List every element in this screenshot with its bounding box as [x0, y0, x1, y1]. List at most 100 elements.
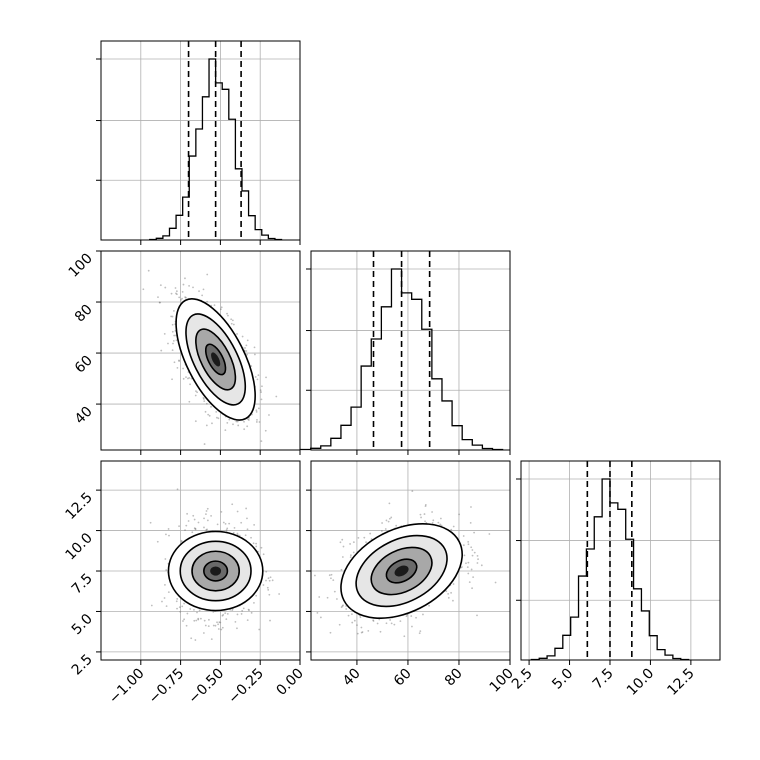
scatter-point [193, 609, 195, 611]
scatter-point [411, 490, 414, 492]
scatter-point [341, 605, 344, 608]
scatter-point [247, 608, 250, 611]
scatter-point [236, 532, 239, 535]
x-tick-label-0-0: −1.00 [106, 666, 148, 708]
scatter-point [165, 533, 167, 536]
scatter-point [264, 429, 267, 432]
scatter-point [268, 414, 270, 416]
scatter-point [236, 510, 239, 513]
histogram-step-0 [149, 58, 283, 241]
scatter-point [428, 604, 430, 607]
scatter-point [217, 628, 220, 630]
scatter-point [488, 533, 491, 535]
scatter-point [147, 269, 150, 272]
scatter-point [372, 619, 375, 622]
scatter-point [225, 618, 228, 621]
scatter-point [182, 620, 184, 622]
scatter-point [175, 292, 177, 295]
scatter-point [245, 350, 248, 352]
scatter-point [243, 428, 246, 431]
scatter-point [318, 596, 321, 598]
scatter-point [226, 612, 229, 615]
scatter-point [176, 488, 179, 491]
scatter-point [463, 554, 466, 557]
scatter-point [431, 511, 433, 513]
scatter-point [330, 577, 332, 580]
scatter-point [341, 538, 344, 541]
density-peak [211, 352, 221, 367]
scatter-point [452, 583, 455, 585]
scatter-point [171, 349, 174, 352]
scatter-point [257, 407, 260, 410]
scatter-point [262, 584, 265, 586]
scatter-point [248, 609, 250, 612]
scatter-point [395, 524, 398, 527]
scatter-point [206, 528, 208, 531]
scatter-point [215, 411, 218, 413]
scatter-point [253, 523, 256, 526]
scatter-point [202, 632, 205, 634]
scatter-point [424, 505, 427, 508]
scatter-point [197, 618, 200, 621]
scatter-point [171, 330, 174, 333]
scatter-point [340, 606, 343, 609]
scatter-point [158, 301, 161, 304]
scatter-point [217, 417, 220, 420]
scatter-point [241, 335, 244, 338]
scatter-point [176, 293, 178, 296]
scatter-point [420, 516, 422, 519]
scatter-point [262, 553, 265, 556]
density-peak [210, 566, 222, 576]
scatter-point [188, 284, 190, 287]
hist-0-frame [100, 40, 301, 241]
scatter-point [246, 517, 248, 520]
scatter-point [220, 510, 223, 513]
scatter-point [339, 541, 342, 544]
scatter-point [352, 541, 355, 544]
scatter-point [213, 304, 216, 307]
scatter-point [255, 542, 258, 545]
scatter-point [165, 605, 168, 608]
scatter-point [175, 339, 178, 342]
scatter-point [350, 554, 352, 557]
scatter-point [265, 376, 267, 379]
scatter-point [191, 531, 194, 534]
scatter-point [236, 333, 238, 335]
scatter-point [465, 562, 467, 565]
contour-line-2 [370, 546, 433, 596]
scatter-point [351, 621, 354, 624]
scatter-point [260, 546, 263, 549]
scatter-point [203, 517, 205, 520]
scatter-point [188, 400, 191, 403]
histogram-step-1 [299, 268, 504, 451]
scatter-point [194, 420, 197, 423]
scatter-point [186, 612, 189, 615]
scatter-point [466, 566, 469, 569]
scatter-point [233, 526, 236, 529]
scatter-point [353, 619, 356, 622]
scatter-point [260, 398, 263, 401]
contour-line-3 [203, 560, 229, 582]
scatter-point [206, 273, 209, 276]
scatter-point [380, 530, 383, 532]
scatter-point [360, 626, 363, 629]
scatter-point [219, 621, 222, 624]
scatter-point [224, 522, 227, 525]
scatter-point [171, 323, 174, 326]
scatter-point [186, 377, 189, 380]
scatter-point [253, 353, 256, 356]
scatter-point [228, 418, 231, 421]
contour-line-1 [179, 540, 252, 602]
scatter-point [217, 623, 220, 626]
scatter-point [240, 521, 243, 524]
scatter-point [171, 315, 174, 318]
panel-2-1-content [314, 490, 497, 638]
scatter-point [246, 619, 249, 622]
scatter-point [221, 614, 224, 617]
scatter-point [189, 608, 192, 610]
scatter-point [178, 359, 180, 362]
contour-line-2 [191, 550, 241, 592]
scatter-point [351, 613, 353, 616]
scatter-point [237, 424, 240, 427]
scatter-point [480, 564, 483, 567]
